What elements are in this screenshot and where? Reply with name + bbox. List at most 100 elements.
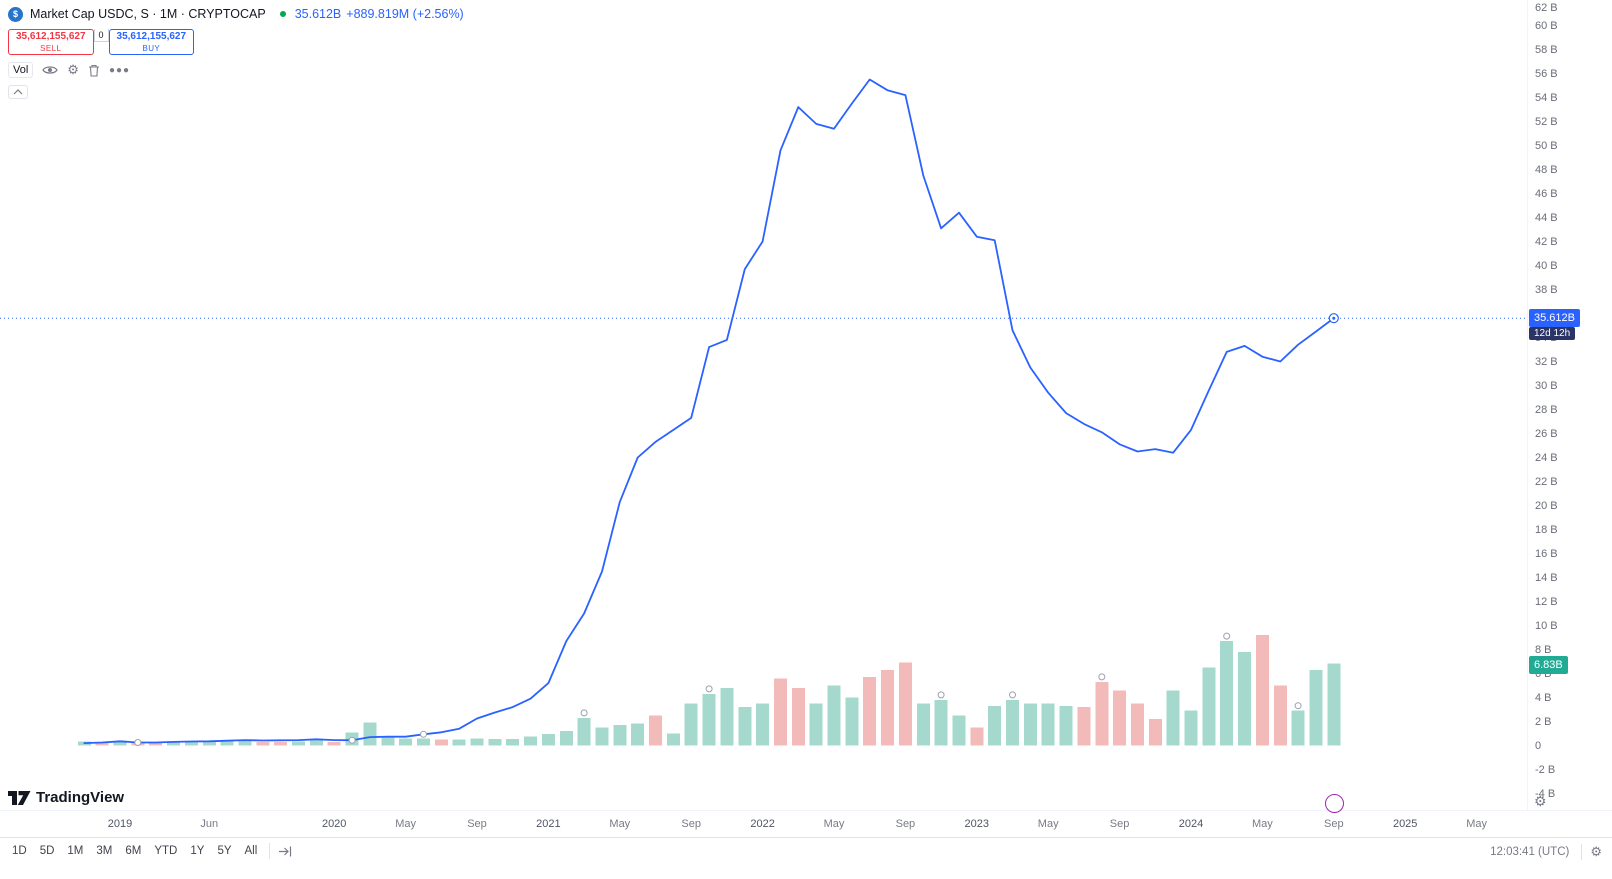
x-axis-label: May [1466,818,1487,830]
y-axis-label: 62 B [1535,2,1558,14]
clock[interactable]: 12:03:41 (UTC) [1490,846,1570,858]
y-axis-label: 56 B [1535,67,1558,80]
y-axis-label: 26 B [1535,427,1558,440]
chart-settings-gear-icon[interactable]: ⚙︎ [1588,842,1604,862]
x-axis-label: May [395,818,416,830]
y-axis-label: 2 B [1535,715,1552,728]
y-axis-label: 44 B [1535,211,1558,224]
go-to-date-button[interactable] [276,843,295,860]
toolbar-right: 12:03:41 (UTC) ⚙︎ [1490,842,1604,862]
range-5y-button[interactable]: 5Y [211,842,237,860]
x-axis-label: Sep [1324,818,1344,830]
y-axis-label: -4 B [1535,787,1556,800]
eye-icon[interactable] [42,64,59,76]
y-axis-label: 38 B [1535,283,1558,296]
x-axis-label: 2021 [536,818,561,830]
x-axis-label: 2023 [964,818,990,830]
x-axis-label: May [823,818,845,830]
price-badge: 35.612B [1529,309,1580,328]
x-axis-label: May [1252,818,1273,830]
y-axis-label: 12 B [1535,595,1558,608]
y-axis-label: 22 B [1535,475,1558,488]
range-1y-button[interactable]: 1Y [184,842,210,860]
y-axis-label: 0 [1535,739,1542,752]
volume-bars [77,635,1341,746]
y-axis-label: 40 B [1535,259,1558,272]
y-axis-label: 42 B [1535,235,1558,248]
x-axis-label: Sep [1109,818,1130,830]
trash-icon[interactable] [88,64,100,77]
y-axis-label: 20 B [1535,499,1558,512]
range-1d-button[interactable]: 1D [6,842,33,860]
price-scale[interactable]: 62 B 60 B 58 B 56 B 54 B 52 B 50 B 48 B 46 B 44 B… [1527,0,1612,810]
y-axis-label: -2 B [1535,763,1556,776]
y-axis-label: 16 B [1535,547,1558,560]
market-status-dot-icon [279,11,286,17]
y-axis-label: 8 B [1535,643,1552,656]
y-axis-label: 14 B [1535,571,1558,584]
x-axis-label: Jun [200,818,219,830]
sell-button[interactable]: 35,612,155,627 SELL [8,29,94,55]
y-axis-label: 46 B [1535,187,1558,200]
tradingview-logo-icon [8,790,31,805]
pane-legend: $ Market Cap USDC, S · 1M · CRYPTOCAP 35… [8,5,464,99]
y-axis-label: 48 B [1535,163,1558,176]
lightning-icon [1330,798,1340,810]
toolbar-divider [1581,844,1583,860]
range-buttons: 1D 5D 1M 3M 6M YTD 1Y 5Y All [6,842,263,860]
value-change: +889.819M (+2.56%) [346,7,464,21]
spread-value: 0 [93,29,109,42]
time-scale[interactable]: 2019 Jun 2020 May Sep 2021 May Sep 2022 May Sep 202… [0,810,1612,837]
data-markers [134,632,1302,746]
legend-collapse-button[interactable] [8,85,28,99]
symbol-title[interactable]: Market Cap USDC, S · 1M · CRYPTOCAP [30,7,266,21]
market-cap-line-series [83,78,1335,744]
sell-price: 35,612,155,627 [16,31,86,42]
x-axis-label: Sep [467,818,487,830]
bar-countdown-badge: 12d 12h [1529,326,1576,340]
chart-canvas[interactable] [0,0,1527,810]
x-axis-label: 2024 [1178,818,1204,830]
x-axis-label: Sep [895,818,916,830]
x-axis-label: 2020 [321,818,347,830]
trade-buttons-row: 35,612,155,627 SELL 0 35,612,155,627 BUY [8,29,464,55]
price-chart [0,78,1527,746]
gear-icon[interactable]: ⚙︎ [67,62,79,77]
events-lightning-button[interactable] [1325,794,1344,813]
y-axis-label: 32 B [1535,355,1558,368]
y-axis-label: 58 B [1535,43,1558,56]
x-axis-label: May [609,818,631,830]
chevron-up-icon [13,89,23,95]
y-axis-label: 18 B [1535,523,1558,536]
volume-indicator-row: Vol ⚙︎ ●●● [8,62,464,78]
tradingview-logo[interactable]: TradingView [8,789,124,806]
x-axis-label: May [1037,818,1059,830]
x-axis-label: Sep [681,818,701,830]
bottom-toolbar: 1D 5D 1M 3M 6M YTD 1Y 5Y All 12:03:41 (UTC) ⚙︎ [0,837,1612,879]
range-3m-button[interactable]: 3M [90,842,118,860]
y-axis-label: 4 B [1535,691,1552,704]
range-5d-button[interactable]: 5D [34,842,61,860]
volume-indicator-label[interactable]: Vol [8,62,34,78]
y-axis-label: 60 B [1535,19,1558,32]
go-to-date-icon [279,846,292,856]
scale-settings-gear-icon[interactable]: ⚙︎ [1534,793,1547,809]
range-selector: 1D 5D 1M 3M 6M YTD 1Y 5Y All [6,842,295,860]
last-value: 35.612B [294,7,342,21]
range-6m-button[interactable]: 6M [119,842,147,860]
more-options-icon[interactable]: ●●● [108,64,131,76]
buy-price: 35,612,155,627 [116,31,187,42]
range-1m-button[interactable]: 1M [61,842,89,860]
range-ytd-button[interactable]: YTD [148,842,183,860]
range-all-button[interactable]: All [239,842,264,860]
y-axis-label: 50 B [1535,139,1558,152]
tradingview-logo-text: TradingView [36,789,125,806]
symbol-legend-row: $ Market Cap USDC, S · 1M · CRYPTOCAP 35… [8,5,464,23]
sell-label: SELL [40,44,62,53]
y-axis-label: 54 B [1535,91,1558,104]
x-axis-label: 2022 [750,818,775,830]
x-axis-label: 2025 [1392,818,1418,830]
x-axis-label: 2019 [107,818,133,830]
buy-button[interactable]: 35,612,155,627 BUY [108,29,195,55]
